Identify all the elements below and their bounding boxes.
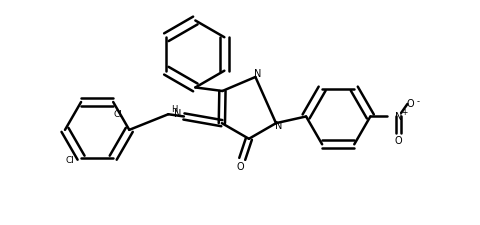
Text: N: N [395, 112, 402, 122]
Text: O: O [236, 161, 244, 171]
Text: O: O [395, 135, 402, 145]
Text: O: O [407, 99, 414, 109]
Text: N: N [174, 108, 181, 118]
Text: H: H [171, 104, 177, 113]
Text: N: N [254, 69, 261, 79]
Text: +: + [402, 107, 408, 116]
Text: N: N [275, 121, 282, 131]
Text: Cl: Cl [113, 109, 122, 118]
Text: Cl: Cl [65, 156, 74, 165]
Text: -: - [417, 97, 420, 106]
